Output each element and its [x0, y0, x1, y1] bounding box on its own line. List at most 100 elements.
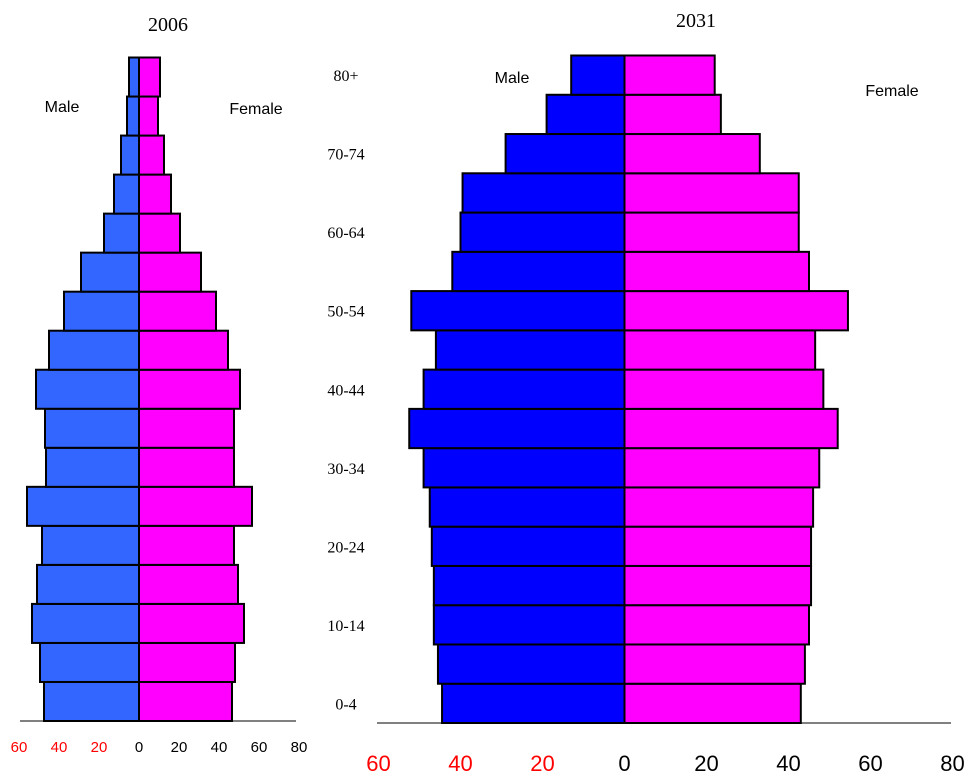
male-bar-25-29 — [26, 485, 140, 527]
female-bar-15-19 — [623, 564, 813, 607]
female-bar-80+ — [623, 54, 716, 96]
male-bar-75-79 — [545, 93, 626, 136]
male-bar-70-74 — [120, 134, 140, 176]
male-bar-15-19 — [36, 563, 140, 605]
x-tick-label: 0 — [135, 739, 143, 756]
male-bar-50-54 — [410, 290, 626, 332]
female-bar-65-69 — [623, 172, 800, 214]
female-bar-65-69 — [138, 173, 172, 215]
female-bar-70-74 — [623, 133, 761, 175]
female-bar-80+ — [138, 56, 161, 98]
male-bar-10-14 — [31, 602, 140, 644]
female-bar-5-9 — [138, 641, 236, 683]
female-bar-35-39 — [623, 407, 839, 450]
male-bar-60-64 — [459, 211, 626, 253]
female-bar-30-34 — [623, 447, 821, 489]
male-bar-65-69 — [113, 173, 140, 215]
male-bar-0-4 — [441, 682, 626, 724]
female-bar-75-79 — [623, 93, 722, 136]
female-bar-50-54 — [138, 290, 217, 332]
female-bar-30-34 — [138, 446, 235, 488]
male-bar-10-14 — [432, 604, 626, 646]
x-tick-label: 80 — [291, 739, 308, 756]
female-bar-0-4 — [138, 680, 233, 722]
pyramid-chart-2006: 2006 Male Female 60 40 20 0 20 40 60 80 — [11, 14, 308, 756]
x-tick-label: 20 — [171, 739, 188, 756]
male-bar-40-44 — [35, 368, 140, 410]
male-bar-30-34 — [45, 446, 140, 488]
bars-2006 — [26, 56, 253, 722]
female-bar-35-39 — [138, 407, 235, 449]
male-bar-5-9 — [39, 641, 140, 683]
x-tick-label: 60 — [858, 751, 882, 776]
y-tick-label: 70-74 — [327, 147, 364, 164]
y-tick-label: 20-24 — [327, 539, 364, 556]
male-label-2006: Male — [45, 99, 80, 116]
y-tick-label: 40-44 — [327, 382, 364, 399]
y-tick-label: 30-34 — [327, 461, 364, 478]
x-tick-label: 60 — [11, 739, 28, 756]
male-bar-25-29 — [428, 486, 626, 528]
female-bar-10-14 — [623, 604, 810, 646]
female-bar-50-54 — [623, 290, 849, 332]
male-bar-40-44 — [422, 368, 626, 410]
female-bar-40-44 — [138, 368, 241, 410]
male-bar-5-9 — [436, 643, 626, 685]
y-tick-label: 80+ — [333, 68, 358, 85]
male-bar-45-49 — [434, 329, 626, 371]
male-bar-55-59 — [451, 250, 626, 293]
female-bar-75-79 — [138, 95, 159, 137]
x-tick-label: 20 — [694, 751, 718, 776]
y-tick-label: 10-14 — [327, 618, 364, 635]
male-bar-60-64 — [103, 212, 140, 254]
x-tick-label: 20 — [530, 751, 554, 776]
x-tick-label: 20 — [91, 739, 108, 756]
male-bar-20-24 — [41, 524, 140, 566]
female-bar-25-29 — [138, 485, 253, 527]
y-tick-label: 60-64 — [327, 225, 364, 242]
pyramid-chart-2031: 2031 Male Female 0-4 10-14 20-24 30-34 40-44… — [327, 10, 964, 776]
female-bar-55-59 — [138, 251, 202, 293]
male-bar-70-74 — [504, 133, 626, 175]
female-bar-20-24 — [138, 524, 235, 566]
male-bar-30-34 — [422, 447, 626, 489]
female-bar-25-29 — [623, 486, 815, 528]
male-bar-50-54 — [63, 290, 140, 332]
x-tick-label: 60 — [251, 739, 268, 756]
chart-title-2031: 2031 — [676, 10, 716, 32]
female-bar-5-9 — [623, 643, 806, 685]
female-label-2031: Female — [865, 83, 918, 100]
female-bar-70-74 — [138, 134, 165, 176]
male-bar-35-39 — [44, 407, 140, 449]
male-bar-45-49 — [48, 329, 140, 371]
x-ticks-2006: 60 40 20 0 20 40 60 80 — [11, 739, 308, 756]
female-bar-15-19 — [138, 563, 239, 605]
female-bar-0-4 — [623, 682, 802, 724]
x-ticks-2031: 60 40 20 0 20 40 60 80 — [366, 751, 964, 776]
male-bar-75-79 — [126, 95, 140, 137]
y-tick-label: 0-4 — [335, 696, 356, 713]
male-bar-55-59 — [80, 251, 140, 293]
female-bar-20-24 — [623, 525, 813, 567]
male-bar-65-69 — [461, 172, 626, 214]
bars-2031 — [408, 54, 849, 724]
male-bar-35-39 — [408, 407, 626, 450]
x-tick-label: 0 — [618, 751, 630, 776]
female-bar-45-49 — [623, 329, 817, 371]
x-tick-label: 60 — [366, 751, 390, 776]
male-bar-0-4 — [43, 680, 140, 722]
female-bar-10-14 — [138, 602, 245, 644]
x-tick-label: 40 — [448, 751, 472, 776]
female-label-2006: Female — [229, 101, 282, 118]
female-bar-40-44 — [623, 368, 825, 410]
female-bar-60-64 — [623, 211, 800, 253]
y-tick-label: 50-54 — [327, 304, 364, 321]
male-bar-20-24 — [430, 525, 626, 567]
female-bar-60-64 — [138, 212, 181, 254]
male-bar-15-19 — [432, 564, 626, 607]
male-bar-80+ — [570, 54, 626, 96]
x-tick-label: 40 — [211, 739, 228, 756]
y-tick-labels-2031: 0-4 10-14 20-24 30-34 40-44 50-54 60-64 70-74 80… — [327, 68, 364, 713]
x-tick-label: 40 — [776, 751, 800, 776]
